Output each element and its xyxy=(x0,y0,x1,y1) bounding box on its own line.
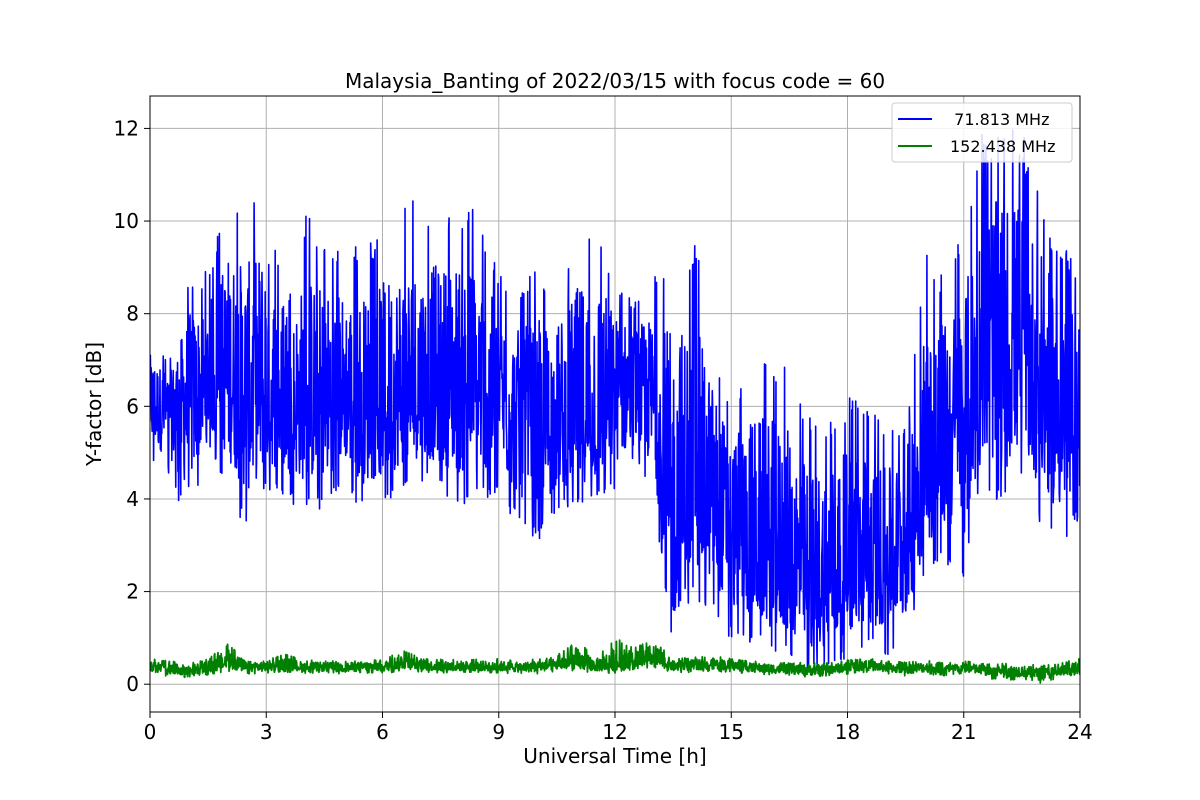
y-axis-label: Y-factor [dB] xyxy=(82,342,106,467)
x-tick-label-1: 3 xyxy=(260,720,273,744)
chart-title: Malaysia_Banting of 2022/03/15 with focu… xyxy=(345,69,885,93)
y-tick-label-5: 10 xyxy=(114,209,139,233)
series-line-1 xyxy=(150,639,1080,684)
y-tick-label-3: 6 xyxy=(126,394,139,418)
legend-box xyxy=(891,102,1073,163)
y-tick-label-1: 2 xyxy=(126,580,139,604)
x-tick-label-2: 6 xyxy=(376,720,389,744)
series-line-0 xyxy=(150,129,1080,672)
x-tick-label-0: 0 xyxy=(144,720,157,744)
legend-label-71mhz: 71.813 MHz xyxy=(944,110,1049,129)
x-axis-label: Universal Time [h] xyxy=(523,744,706,768)
x-tick-label-5: 15 xyxy=(719,720,744,744)
x-tick-label-8: 24 xyxy=(1067,720,1092,744)
legend-label-152mhz: 152.438 MHz xyxy=(950,137,1055,156)
x-tick-label-7: 21 xyxy=(951,720,976,744)
legend: 71.813 MHz 152.438 MHz xyxy=(891,102,1073,163)
x-axis: 0 3 6 9 12 15 18 21 24 xyxy=(144,712,1093,744)
y-tick-label-4: 8 xyxy=(126,302,139,326)
x-tick-label-6: 18 xyxy=(835,720,860,744)
y-tick-label-6: 12 xyxy=(114,116,139,140)
y-tick-label-0: 0 xyxy=(126,672,139,696)
x-tick-label-3: 9 xyxy=(492,720,505,744)
y-tick-label-2: 4 xyxy=(126,487,139,511)
y-axis: 0 2 4 6 8 10 12 xyxy=(114,116,150,696)
series-layer xyxy=(150,129,1080,684)
x-tick-label-4: 12 xyxy=(602,720,627,744)
